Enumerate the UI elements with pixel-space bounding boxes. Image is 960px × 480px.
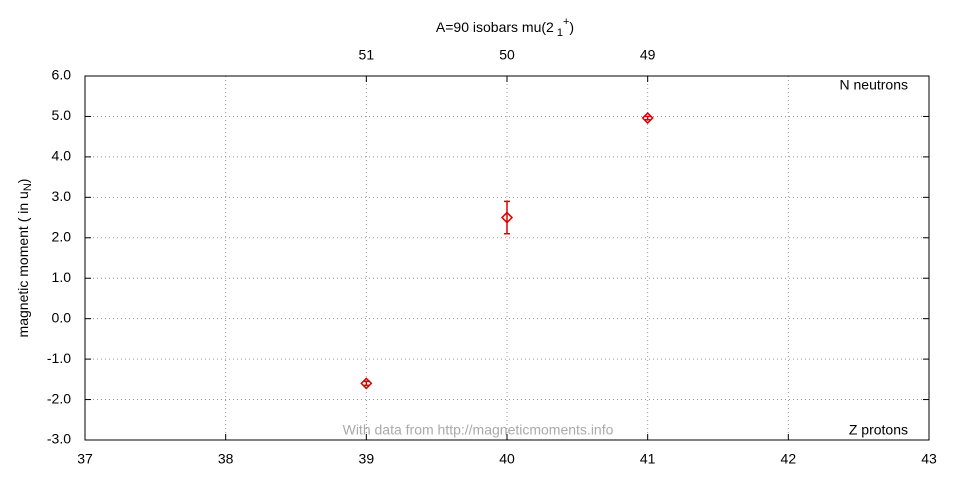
chart-title: A=90 isobars mu(2 1+) xyxy=(436,16,574,39)
y-axis-label: magnetic moment ( in uN) xyxy=(15,179,34,338)
ylabel-sub: N xyxy=(22,183,34,191)
y-tick-label: 0.0 xyxy=(52,309,72,325)
ylabel-end: ) xyxy=(15,179,31,184)
marker xyxy=(360,377,373,390)
x-tick-label: 37 xyxy=(77,451,93,467)
y-tick-label: -1.0 xyxy=(47,350,71,366)
y-tick-label: 6.0 xyxy=(52,67,72,83)
x2-tick-label: 50 xyxy=(499,47,515,63)
x-tick-label: 43 xyxy=(921,451,937,467)
title-sub: 1 xyxy=(557,27,563,39)
y-tick-label: -2.0 xyxy=(47,390,71,406)
marker xyxy=(641,112,654,125)
annotation: N neutrons xyxy=(840,77,908,93)
y-tick-label: 3.0 xyxy=(52,188,72,204)
annotation: Z protons xyxy=(849,422,908,438)
marker xyxy=(500,211,514,224)
x2-tick-label: 51 xyxy=(359,47,375,63)
y-tick-label: -3.0 xyxy=(47,431,71,447)
title-sup: + xyxy=(563,16,569,28)
ylabel-text: magnetic moment ( in u xyxy=(15,191,31,337)
plot-frame xyxy=(84,75,930,441)
credit: With data from http://magneticmoments.in… xyxy=(343,422,614,438)
y-tick-label: 4.0 xyxy=(52,148,72,164)
x2-tick-label: 49 xyxy=(640,47,656,63)
error-bar xyxy=(644,115,651,121)
y-tick-label: 5.0 xyxy=(52,107,72,123)
title-text: A=90 isobars mu(2 xyxy=(436,19,554,35)
x-tick-label: 40 xyxy=(499,451,515,467)
title-end: ) xyxy=(569,19,574,35)
x-tick-label: 41 xyxy=(640,451,656,467)
x-tick-label: 39 xyxy=(359,451,375,467)
x-tick-label: 42 xyxy=(781,451,797,467)
y-tick-label: 2.0 xyxy=(52,228,72,244)
error-bar xyxy=(363,380,370,387)
y-tick-label: 1.0 xyxy=(52,269,72,285)
error-bar xyxy=(504,200,510,235)
x-tick-label: 38 xyxy=(218,451,234,467)
